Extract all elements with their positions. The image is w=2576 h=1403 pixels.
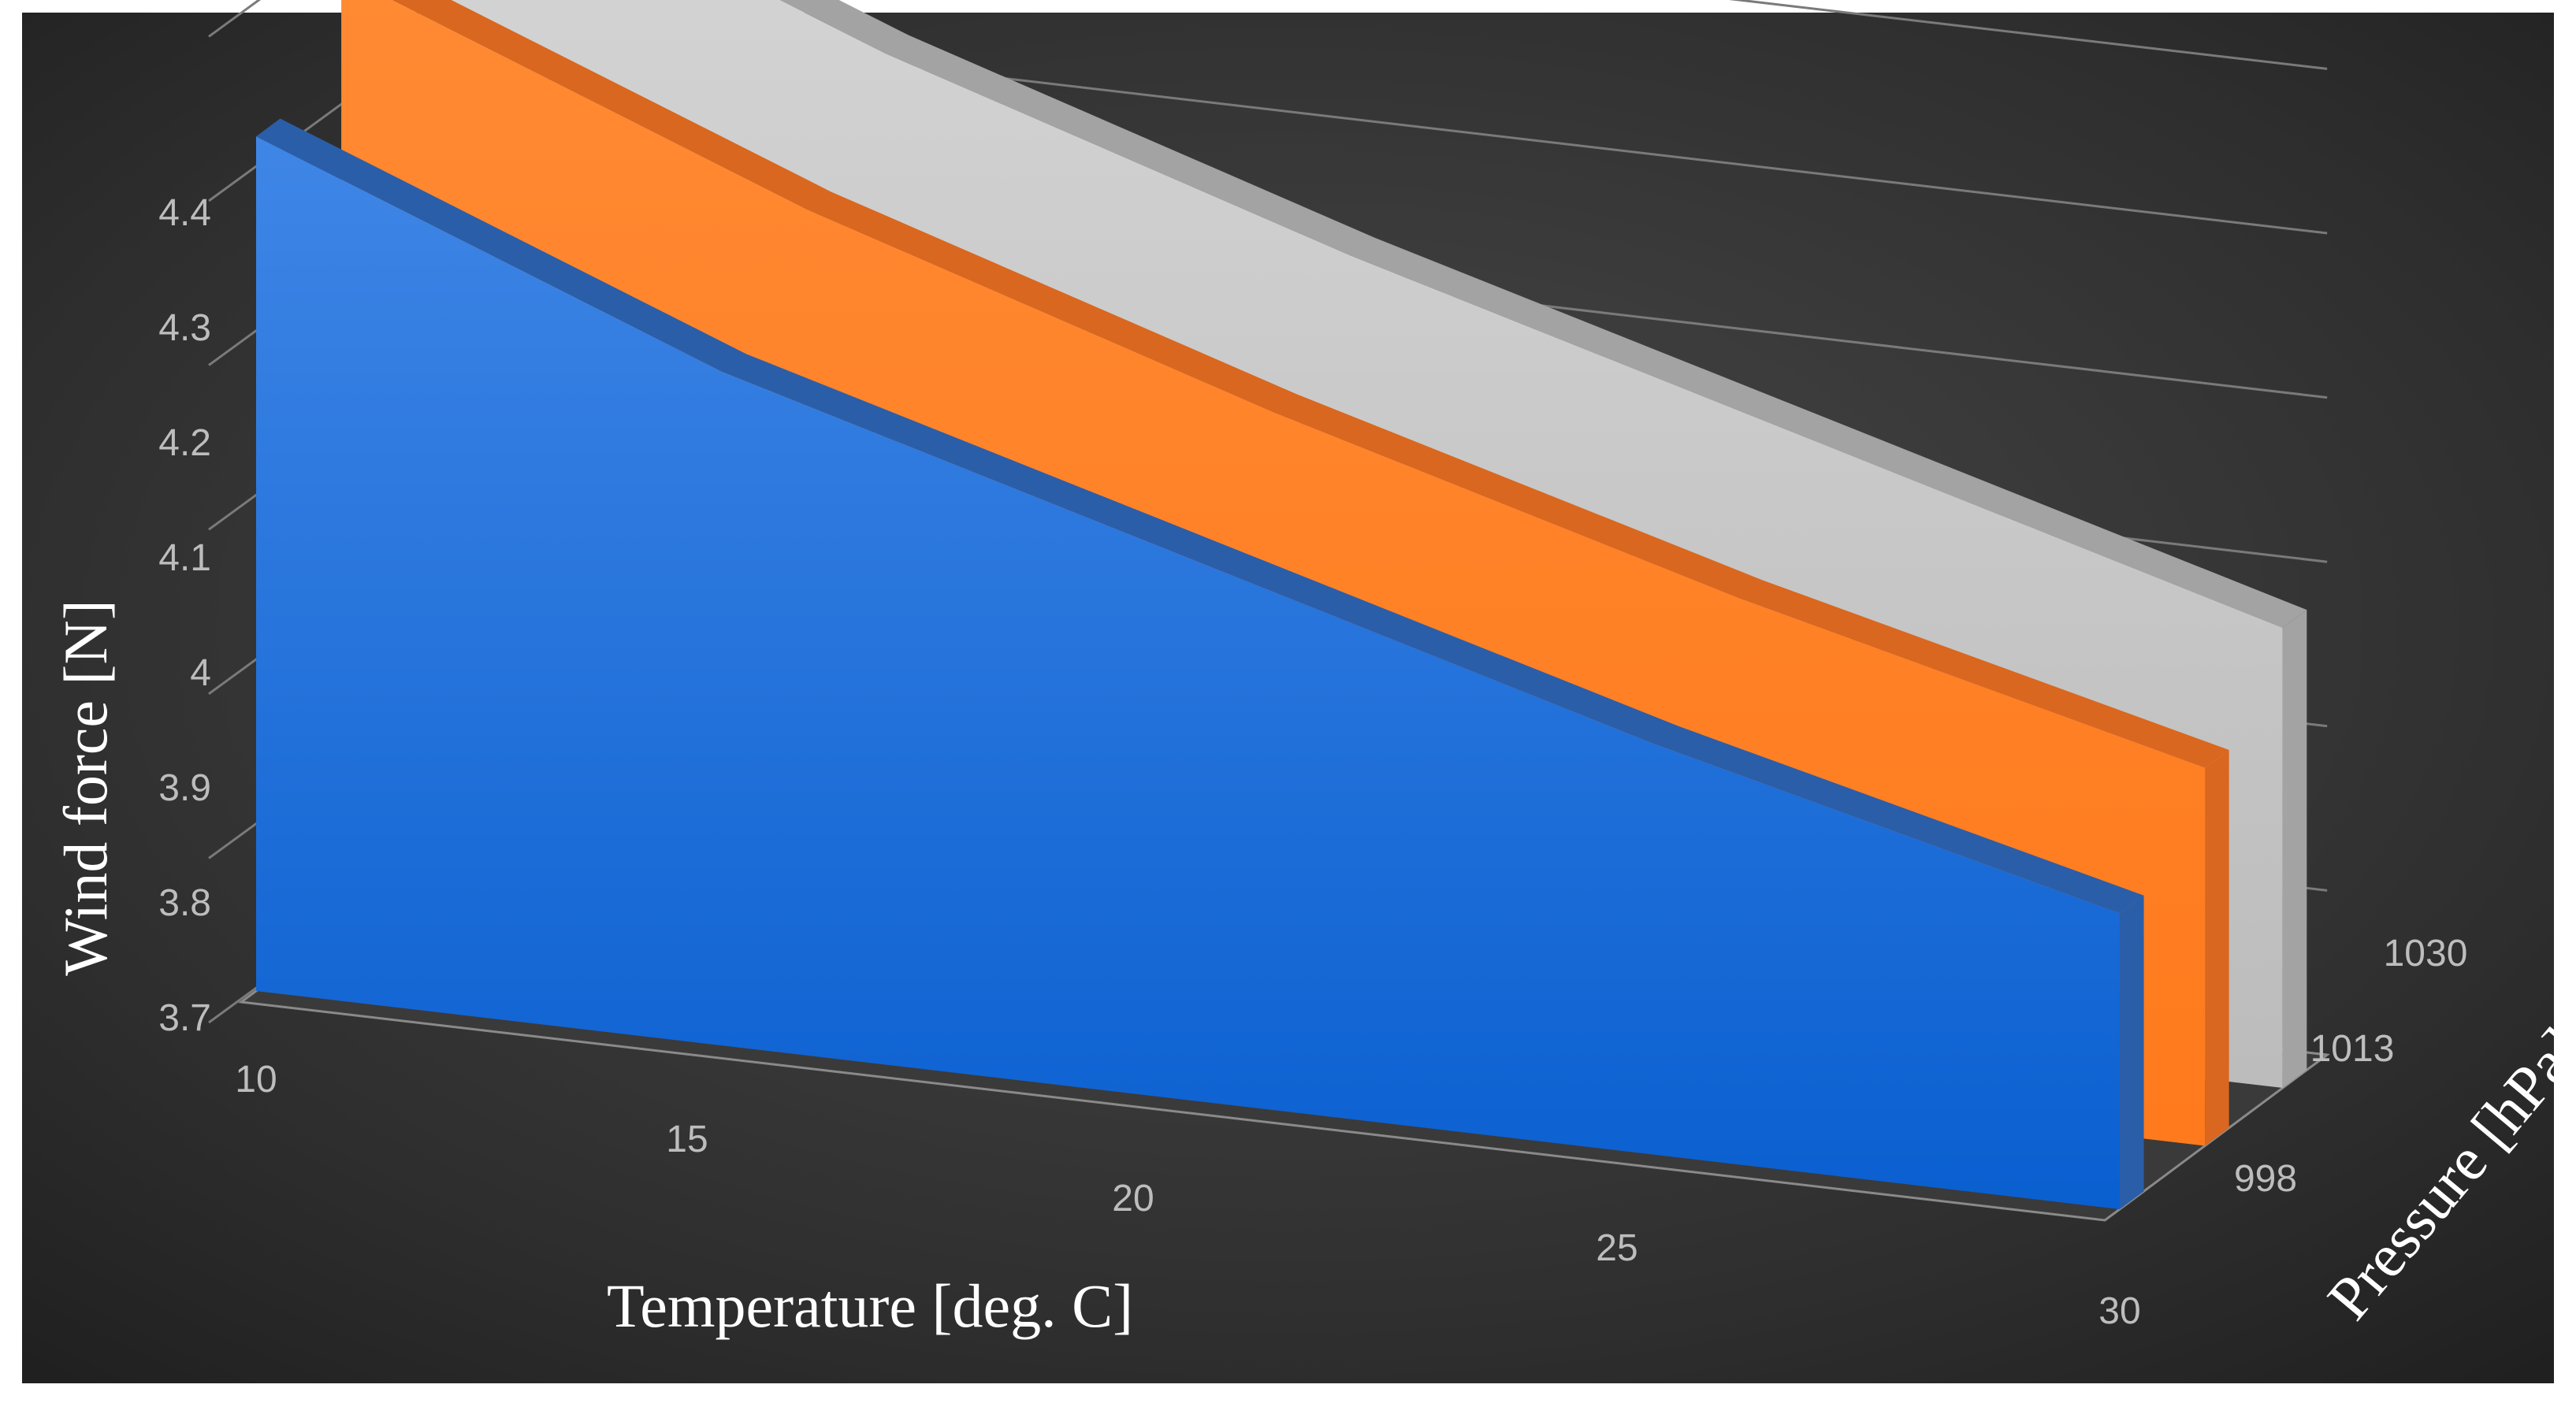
y-tick-label: 4.1 — [158, 537, 211, 579]
series-side-face — [2205, 749, 2229, 1146]
y-tick-label: 4.4 — [158, 192, 211, 234]
series-top-face — [256, 118, 2144, 914]
series-layer — [255, 0, 2307, 1209]
data-point — [1652, 742, 1656, 745]
x-axis-title: Temperature [deg. C] — [607, 1271, 1133, 1340]
data-point — [720, 370, 723, 373]
z-tick-label: 1013 — [2310, 1028, 2395, 1070]
y-axis-ticks: 3.7 3.8 3.9 4 4.1 4.2 4.3 4.4 — [158, 192, 211, 1039]
z-axis-ticks: 998 1013 1030 — [2234, 933, 2467, 1200]
data-point — [1738, 596, 1741, 599]
y-tick-label: 4.3 — [158, 307, 211, 349]
y-tick-label: 3.8 — [158, 882, 211, 924]
y-tick-label: 4.2 — [158, 422, 211, 464]
series-front-face — [256, 136, 2120, 1209]
x-axis-ticks: 10 15 20 25 30 — [235, 1059, 2140, 1332]
y-axis-title: Wind force [N] — [51, 599, 120, 976]
data-point — [255, 135, 258, 138]
y-tick-label: 3.9 — [158, 767, 211, 809]
x-tick-label: 10 — [235, 1059, 277, 1101]
data-point — [1272, 410, 1275, 414]
data-point — [805, 208, 808, 211]
data-point — [1349, 254, 1352, 258]
y-tick-label: 3.7 — [158, 997, 211, 1039]
x-tick-label: 15 — [666, 1119, 708, 1160]
x-tick-label: 30 — [2098, 1290, 2140, 1332]
series-side-face — [2282, 610, 2307, 1088]
data-point — [883, 52, 887, 55]
data-point — [1816, 440, 1819, 444]
data-point — [2118, 912, 2121, 915]
z-tick-label: 998 — [2234, 1158, 2297, 1200]
x-tick-label: 25 — [1596, 1227, 1637, 1269]
y-tick-label: 4 — [190, 652, 211, 694]
series-top-face — [392, 0, 2229, 768]
series-998 — [255, 118, 2144, 1209]
series-top-face — [779, 0, 2307, 628]
x-tick-label: 20 — [1112, 1178, 1154, 1219]
data-point — [2281, 626, 2284, 629]
data-point — [2203, 766, 2206, 770]
z-tick-label: 1030 — [2384, 933, 2468, 974]
series-side-face — [2120, 895, 2144, 1209]
data-point — [1187, 556, 1190, 559]
